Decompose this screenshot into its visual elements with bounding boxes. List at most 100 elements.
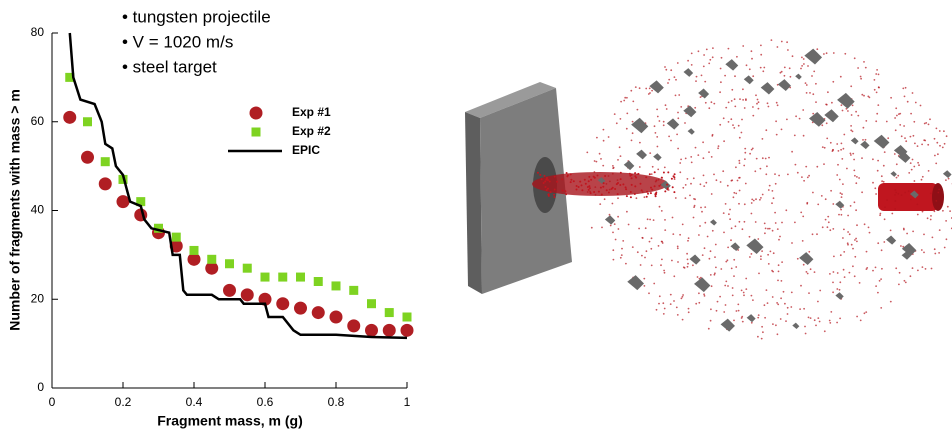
fragment	[909, 190, 919, 199]
data-point	[116, 195, 130, 209]
debris-particle	[764, 316, 766, 319]
debris-particle	[801, 56, 803, 59]
debris-particle	[780, 128, 783, 131]
debris-particle	[804, 325, 806, 328]
jet-particle	[536, 171, 539, 174]
debris-particle	[836, 321, 838, 324]
fragment	[604, 215, 616, 225]
debris-particle	[798, 117, 801, 120]
jet-particle	[600, 193, 603, 196]
debris-particle	[937, 191, 940, 194]
debris-particle	[627, 223, 630, 226]
debris-particle	[893, 153, 896, 155]
debris-particle	[771, 229, 774, 232]
debris-particle	[777, 270, 780, 273]
debris-particle	[817, 203, 820, 206]
debris-particle	[745, 277, 748, 280]
debris-particle	[774, 182, 777, 185]
debris-particle	[766, 102, 769, 105]
debris-particle	[843, 276, 846, 278]
debris-particle	[818, 320, 821, 323]
debris-particle	[857, 67, 859, 69]
debris-particle	[811, 75, 813, 77]
debris-particle	[851, 130, 854, 133]
debris-particle	[861, 191, 863, 194]
debris-particle	[902, 227, 905, 230]
jet-particle	[645, 176, 648, 179]
debris-particle	[813, 271, 816, 273]
jet-particle	[648, 173, 651, 176]
jet-particle	[666, 188, 669, 191]
debris-particle	[650, 237, 653, 240]
debris-particle	[897, 174, 900, 177]
debris-particle	[805, 92, 808, 94]
debris-particle	[781, 221, 783, 224]
debris-particle	[701, 254, 704, 256]
jet-particle	[672, 175, 675, 178]
debris-particle	[796, 257, 799, 260]
debris-particle	[756, 98, 759, 101]
data-point	[313, 277, 323, 286]
debris-particle	[839, 254, 842, 257]
jet-particle	[629, 174, 632, 177]
debris-particle	[799, 308, 801, 310]
debris-particle	[635, 197, 638, 200]
debris-particle	[709, 319, 712, 322]
debris-particle	[690, 182, 692, 185]
debris-particle	[862, 126, 865, 129]
debris-particle	[780, 70, 783, 73]
debris-particle	[682, 186, 685, 189]
debris-particle	[643, 196, 646, 199]
debris-particle	[686, 258, 689, 261]
debris-particle	[938, 130, 941, 132]
jet-particle	[581, 189, 584, 192]
debris-particle	[693, 204, 696, 207]
debris-particle	[914, 142, 916, 145]
debris-particle	[658, 120, 661, 122]
data-point	[400, 323, 414, 337]
debris-particle	[850, 243, 853, 246]
debris-particle	[777, 264, 780, 267]
debris-particle	[647, 93, 650, 95]
fragment	[725, 59, 739, 71]
debris-particle	[865, 120, 868, 122]
jet-particle	[630, 177, 633, 180]
debris-particle	[652, 219, 655, 222]
debris-particle	[894, 129, 897, 132]
debris-particle	[741, 320, 744, 323]
data-point	[240, 288, 254, 302]
debris-particle	[808, 250, 811, 253]
debris-particle	[839, 317, 841, 320]
debris-particle	[710, 101, 713, 104]
debris-particle	[603, 198, 606, 201]
debris-particle	[736, 55, 738, 58]
debris-particle	[905, 140, 908, 143]
debris-particle	[851, 104, 854, 107]
debris-particle	[801, 240, 804, 242]
debris-particle	[760, 255, 762, 258]
data-point	[278, 272, 288, 282]
jet-particle	[673, 173, 676, 176]
debris-particle	[852, 265, 854, 268]
debris-particle	[877, 73, 880, 76]
debris-particle	[821, 146, 824, 149]
debris-particle	[771, 202, 773, 205]
debris-particle	[766, 302, 769, 304]
debris-particle	[714, 243, 717, 246]
debris-particle	[586, 191, 589, 193]
debris-particle	[894, 200, 897, 202]
debris-particle	[926, 217, 929, 220]
debris-particle	[874, 266, 877, 269]
debris-particle	[786, 118, 788, 121]
debris-particle	[856, 315, 858, 318]
jet-particle	[662, 171, 665, 174]
debris-particle	[781, 261, 783, 263]
debris-particle	[789, 86, 792, 89]
debris-particle	[608, 213, 611, 216]
debris-particle	[736, 179, 739, 182]
jet-particle	[654, 192, 657, 195]
jet-particle	[545, 178, 548, 181]
debris-particle	[738, 189, 741, 192]
debris-particle	[872, 269, 874, 272]
fragment	[860, 140, 870, 150]
